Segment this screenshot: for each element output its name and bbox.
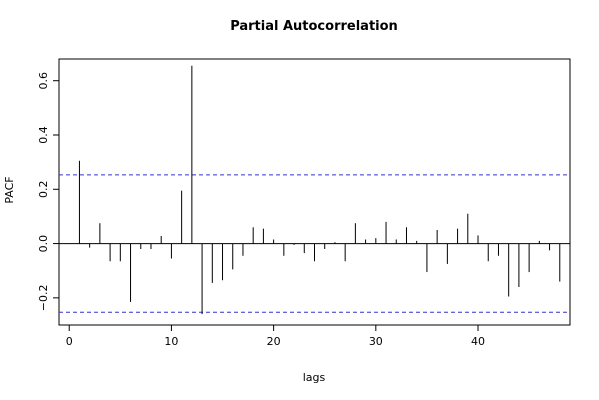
x-tick-label: 30 (369, 335, 383, 348)
x-tick-label: 40 (471, 335, 485, 348)
confidence-bounds (59, 174, 570, 313)
y-tick-label: 0.4 (37, 126, 50, 144)
chart-title: Partial Autocorrelation (230, 19, 398, 34)
pacf-bars (78, 65, 561, 315)
y-tick-label: 0.0 (37, 235, 50, 253)
x-tick-label: 10 (164, 335, 178, 348)
x-tick-label: 0 (66, 335, 73, 348)
x-axis-label: lags (303, 371, 326, 384)
y-tick-label: 0.6 (37, 72, 50, 90)
y-axis: −0.2 0.0 0.2 0.4 0.6 (37, 72, 59, 311)
y-tick-label: 0.2 (37, 181, 50, 199)
plot-frame (58, 58, 571, 326)
x-tick-label: 20 (267, 335, 281, 348)
x-axis: 0 10 20 30 40 (66, 325, 485, 348)
y-tick-label: −0.2 (37, 284, 50, 311)
y-axis-label: PACF (3, 176, 16, 203)
